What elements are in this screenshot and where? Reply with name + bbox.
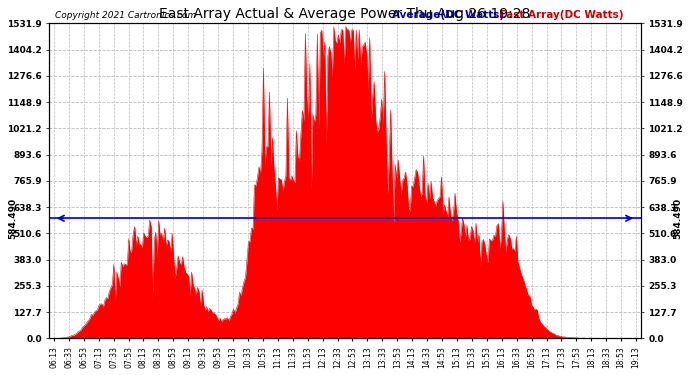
Text: Copyright 2021 Cartronics.com: Copyright 2021 Cartronics.com xyxy=(55,11,197,20)
Text: East Array(DC Watts): East Array(DC Watts) xyxy=(499,10,623,20)
Text: Average(DC Watts): Average(DC Watts) xyxy=(393,10,504,20)
Text: 584.490: 584.490 xyxy=(673,198,682,239)
Title: East Array Actual & Average Power Thu Aug 26 19:28: East Array Actual & Average Power Thu Au… xyxy=(159,7,531,21)
Text: 584.490: 584.490 xyxy=(8,198,17,239)
